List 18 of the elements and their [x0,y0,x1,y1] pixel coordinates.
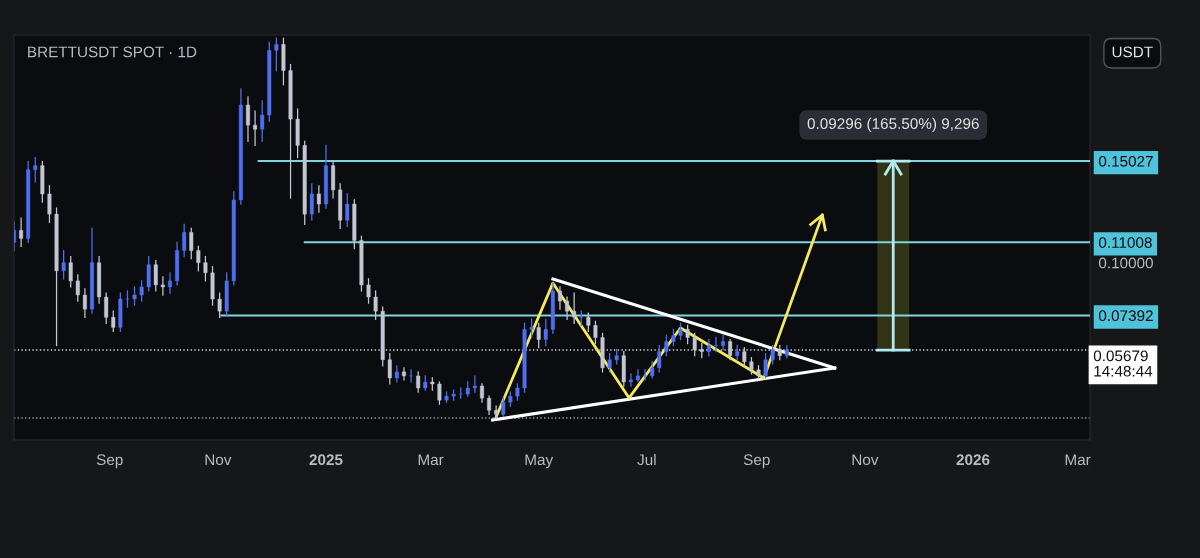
x-tick-label: Jul [637,453,656,466]
x-tick-label: 2026 [956,454,990,466]
x-tick-label: 2025 [309,454,343,466]
y-tick-label: 0.07392 [1098,310,1153,322]
x-tick-label: Mar [1065,454,1091,466]
x-tick-label: May [525,454,554,469]
y-tick-label: 0.11008 [1098,237,1152,248]
x-tick-label: Nov [852,454,879,466]
x-tick-label: Mar [418,454,444,466]
y-tick-label: 0.15027 [1098,155,1153,167]
x-tick-label: Sep [96,454,123,469]
x-tick-label: Nov [205,454,232,466]
y-tick-label: 0.10000 [1098,257,1153,269]
x-tick-label: Sep [743,454,770,469]
ref-line-label: 0.05679 14:48:44 [1093,350,1153,377]
annotation: 0.09296 (165.50%) 9,296 [807,117,979,133]
text: BRETTUSDT SPOT · 1D [28,46,197,58]
text: USDT [1112,46,1153,58]
